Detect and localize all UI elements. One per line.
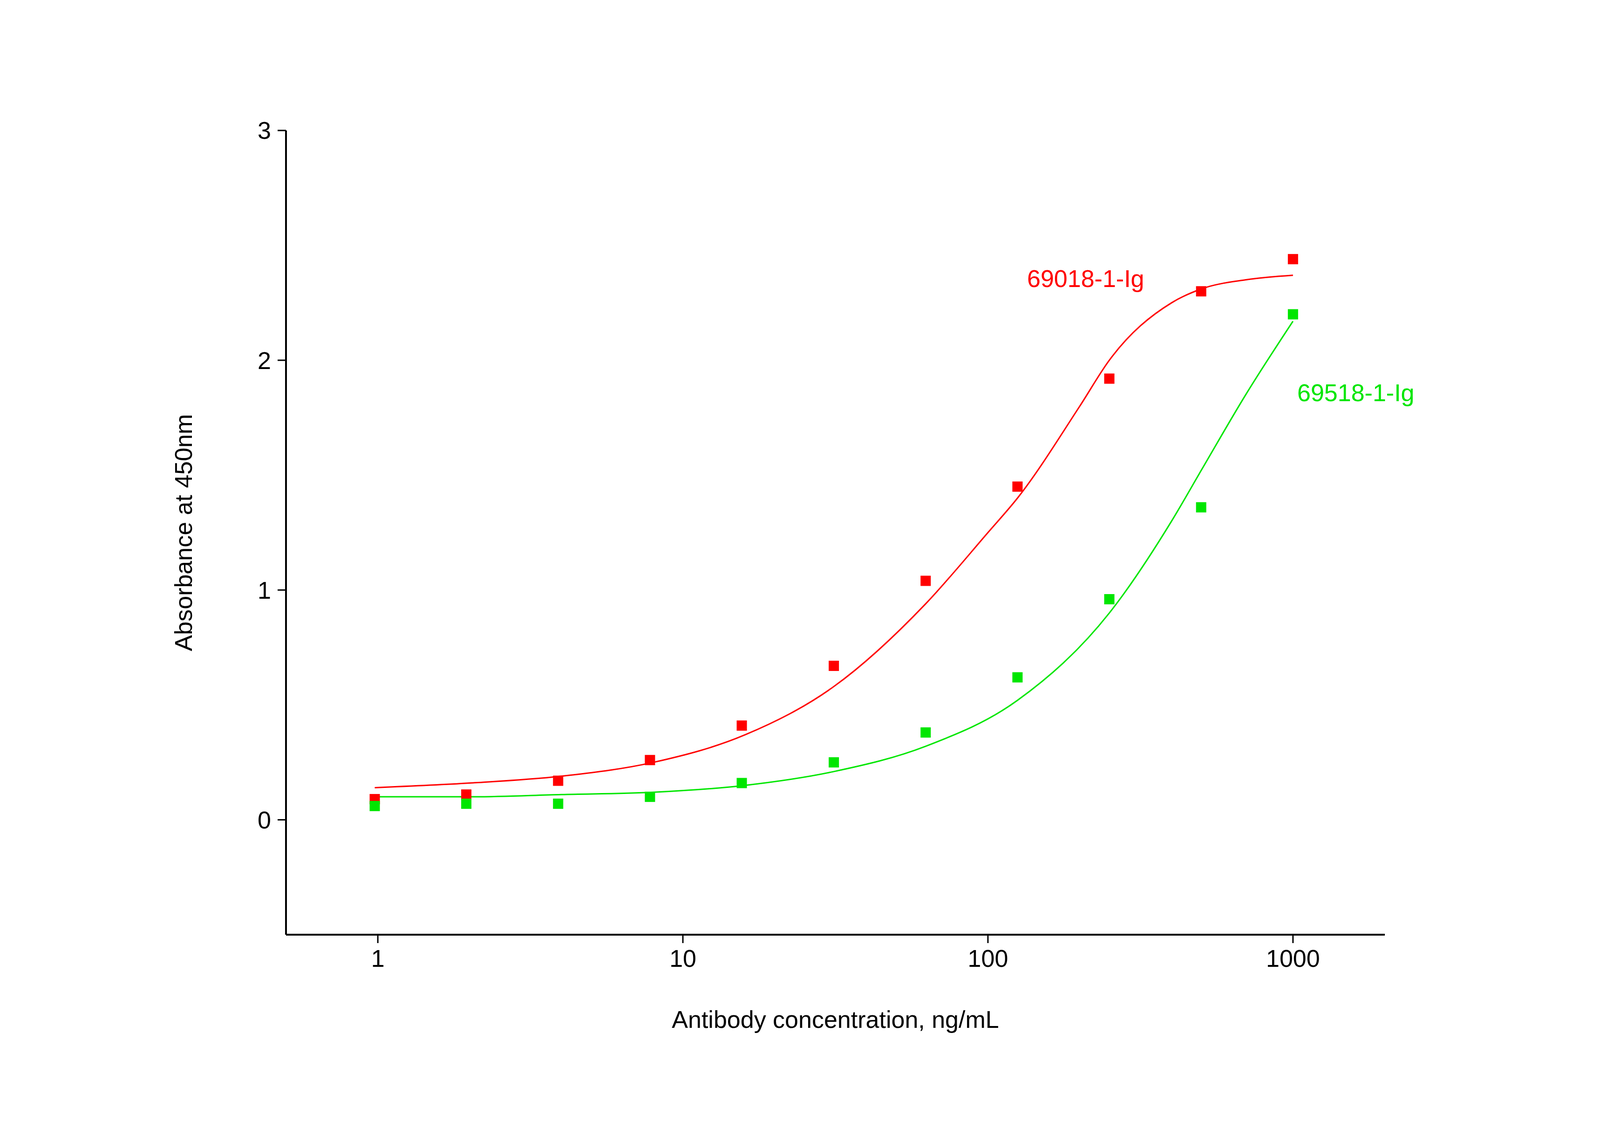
svg-text:Antibody concentration, ng/mL: Antibody concentration, ng/mL (671, 1005, 999, 1033)
svg-text:10: 10 (669, 944, 697, 972)
svg-text:0: 0 (257, 806, 272, 834)
svg-text:1000: 1000 (1266, 944, 1321, 972)
html-text:69518-1-Ig: 69518-1-Ig (1297, 379, 1415, 407)
svg-text:Absorbance at 450nm: Absorbance at 450nm (170, 414, 198, 652)
html-text:69018-1-Ig: 69018-1-Ig (1027, 265, 1145, 293)
svg-text:2: 2 (257, 347, 272, 375)
svg-text:1: 1 (371, 944, 385, 972)
svg-text:3: 3 (257, 116, 272, 144)
svg-text:1: 1 (257, 576, 272, 604)
svg-text:100: 100 (967, 944, 1009, 972)
